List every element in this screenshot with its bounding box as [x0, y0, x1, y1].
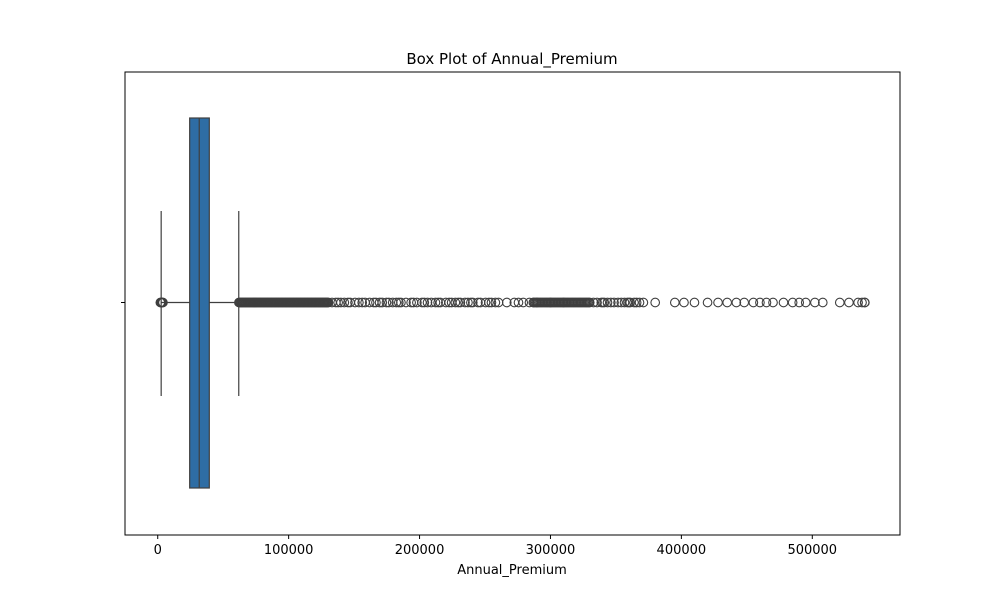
outlier-point [761, 297, 772, 308]
x-axis: 0 100000 200000 300000 400000 500000 [121, 302, 837, 558]
outlier-point [597, 297, 608, 308]
outlier-point [857, 297, 867, 308]
outlier-point [513, 297, 524, 308]
x-tick-label: 300000 [526, 543, 576, 558]
outlier-point [748, 297, 759, 308]
outlier-point [624, 297, 634, 308]
outlier-point [350, 297, 360, 308]
outlier-point [417, 297, 427, 308]
outlier-point [778, 297, 789, 308]
outlier-point [713, 297, 723, 308]
outlier-point [588, 297, 599, 308]
outlier-point [619, 297, 630, 308]
outlier-point [396, 297, 406, 308]
outlier-point [768, 297, 778, 308]
outlier-point [336, 297, 346, 308]
outlier-point [518, 297, 529, 308]
x-tick-label: 500000 [787, 543, 837, 558]
outlier-point [638, 297, 649, 308]
outlier-point [473, 297, 483, 308]
outlier-point [391, 297, 402, 308]
outlier-point [486, 297, 497, 308]
outlier-point [609, 297, 619, 308]
outlier-point [480, 297, 491, 308]
outlier-point [377, 297, 388, 308]
outlier-point [800, 297, 811, 308]
outlier-point [731, 297, 742, 308]
outlier-point [371, 297, 381, 308]
outlier-point [558, 297, 569, 308]
outlier-point [422, 297, 433, 308]
outlier-point [584, 297, 595, 308]
chart-title: Box Plot of Annual_Premium [406, 50, 617, 69]
plot-frame [124, 71, 901, 536]
x-tick-label: 0 [154, 543, 162, 558]
outlier-point [339, 297, 350, 308]
outlier-point [755, 297, 765, 308]
outlier-point [354, 297, 364, 308]
outlier-point [545, 297, 556, 308]
outlier-point [817, 297, 828, 308]
outlier-point [384, 297, 394, 308]
outlier-point [463, 297, 473, 308]
outlier-point [605, 297, 616, 308]
outlier-point [501, 297, 512, 308]
outlier-point [460, 297, 470, 308]
outlier-point [419, 297, 430, 308]
outlier-point [787, 297, 798, 308]
outlier-point [810, 297, 820, 308]
outlier-point [702, 297, 713, 308]
outlier-point [634, 297, 645, 308]
outlier-point [440, 297, 451, 308]
x-tick-label: 100000 [264, 543, 314, 558]
outlier-point [592, 297, 602, 308]
outlier-point [490, 297, 501, 308]
outlier-point [357, 297, 368, 308]
outlier-point [455, 297, 466, 308]
outlier-point [412, 297, 422, 308]
outlier-point [631, 297, 642, 308]
outlier-point [381, 297, 392, 308]
outlier-point [484, 297, 494, 308]
outlier-point [430, 297, 441, 308]
outlier-point [679, 297, 689, 308]
outlier-point [669, 297, 680, 308]
outlier-point [613, 297, 623, 308]
outlier-point [467, 297, 478, 308]
x-tick-label: 200000 [395, 543, 445, 558]
outlier-point [602, 297, 613, 308]
outlier-point [401, 297, 411, 308]
outlier-point [650, 297, 661, 308]
x-tick-label: 400000 [657, 543, 707, 558]
outlier-point [689, 297, 700, 308]
x-axis-label: Annual_Premium [457, 563, 567, 578]
outlier-point [323, 297, 334, 308]
outlier-point [860, 297, 870, 308]
outlier-point [374, 297, 385, 308]
outliers-layer [155, 297, 870, 308]
outlier-point [834, 297, 845, 308]
outlier-point [450, 297, 461, 308]
outlier-point [794, 297, 805, 308]
outlier-point [844, 297, 854, 308]
outlier-point [739, 297, 750, 308]
outlier-point [722, 297, 733, 308]
outlier-point [333, 297, 343, 308]
outlier-point [406, 297, 416, 308]
outlier-point [629, 297, 639, 308]
box-layer [160, 117, 240, 489]
outlier-point [853, 297, 863, 308]
outlier-point [364, 297, 375, 308]
